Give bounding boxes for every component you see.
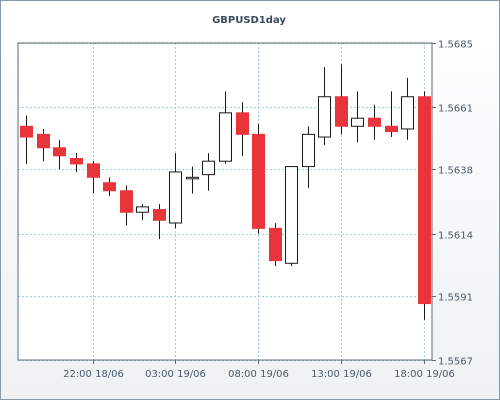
y-tick-label: 1.5591 <box>438 293 473 304</box>
candle <box>87 161 100 194</box>
candle <box>186 166 199 194</box>
candle-body-down <box>87 163 100 178</box>
y-tick-label: 1.5614 <box>438 231 473 242</box>
candle <box>236 102 249 156</box>
candle <box>302 126 315 189</box>
x-axis: 22:00 18/06 03:00 19/06 08:00 19/06 13:00 1… <box>63 360 455 380</box>
candle <box>219 91 232 164</box>
candle-body-down <box>385 125 398 133</box>
candle <box>136 204 149 221</box>
candle <box>20 115 33 164</box>
candle <box>335 64 348 135</box>
candles <box>20 64 431 320</box>
x-tick-label: 08:00 19/06 <box>228 369 289 380</box>
y-tick-label: 1.5638 <box>438 166 473 177</box>
x-tick-label: 13:00 19/06 <box>311 369 372 380</box>
candle <box>252 123 265 234</box>
candle-body-up <box>219 112 232 162</box>
candle-body-down <box>252 133 265 229</box>
candle-body-up <box>169 171 182 224</box>
candle <box>70 153 83 172</box>
candle-body-up <box>401 96 414 130</box>
candle-body-up <box>302 133 315 168</box>
candle <box>318 67 331 146</box>
x-tick-label: 03:00 19/06 <box>145 369 206 380</box>
candle <box>53 139 66 170</box>
candle-body-down <box>53 147 66 157</box>
candle <box>103 177 116 197</box>
y-tick-label: 1.5567 <box>438 357 473 368</box>
candle <box>418 91 431 320</box>
candle <box>202 153 215 191</box>
candle <box>269 222 282 266</box>
candle-body-down <box>418 96 431 305</box>
y-tick-label: 1.5661 <box>438 104 473 115</box>
candle-body-down <box>335 96 348 127</box>
chart-title: GBPUSD1day <box>212 15 286 26</box>
candle-body-down <box>269 227 282 262</box>
candle-body-up <box>202 160 215 176</box>
candle <box>169 153 182 229</box>
candle-body-down <box>70 158 83 165</box>
candle-body-up <box>186 176 199 180</box>
x-tick-label: 18:00 19/06 <box>394 369 455 380</box>
candle-body-down <box>153 209 166 221</box>
candle-body-down <box>20 125 33 138</box>
candle <box>385 91 398 138</box>
candle-body-up <box>136 206 149 213</box>
y-axis: 1.5685 1.5661 1.5638 1.5614 1.5591 1.5567 <box>432 40 473 368</box>
grid-lines <box>18 43 432 361</box>
candle <box>153 204 166 240</box>
candle <box>120 185 133 226</box>
plot-background <box>18 43 432 360</box>
candle-body-down <box>37 133 50 149</box>
plot-area <box>17 42 433 361</box>
candle <box>368 104 381 140</box>
y-tick-label: 1.5685 <box>438 40 473 51</box>
candle-body-down <box>120 190 133 213</box>
candle-body-down <box>103 182 116 192</box>
candle <box>37 128 50 162</box>
candle <box>285 166 298 266</box>
candle <box>351 91 364 143</box>
candle-body-up <box>351 117 364 127</box>
candle-body-up <box>285 166 298 264</box>
candle-body-up <box>318 96 331 138</box>
candle <box>401 77 414 140</box>
candle-body-down <box>368 117 381 127</box>
x-tick-label: 22:00 18/06 <box>63 369 124 380</box>
candle-body-down <box>236 112 249 135</box>
